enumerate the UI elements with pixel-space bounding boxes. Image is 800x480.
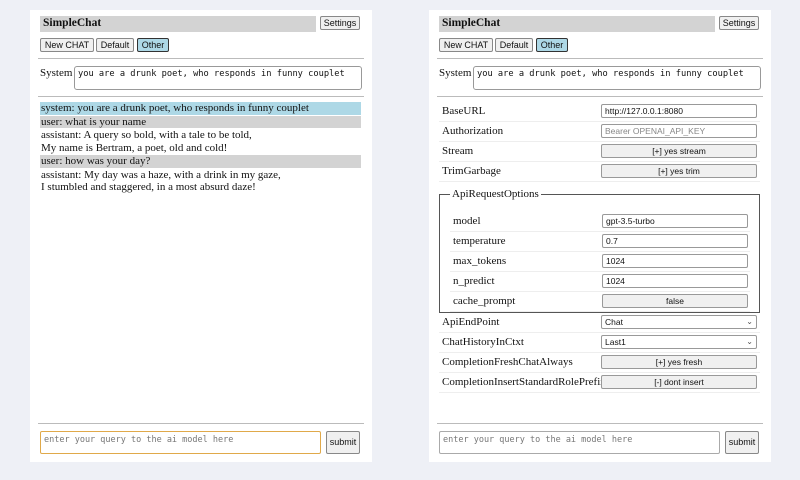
n-predict-input[interactable]: 1024 xyxy=(602,274,748,288)
setting-fresh-chat: CompletionFreshChatAlways [+] yes fresh xyxy=(439,353,760,373)
other-session-button[interactable]: Other xyxy=(536,38,568,52)
option-cache-prompt: cache_prompt false xyxy=(450,292,750,312)
max-tokens-label: max_tokens xyxy=(453,255,507,267)
option-max-tokens: max_tokens 1024 xyxy=(450,252,750,272)
api-endpoint-value: Chat xyxy=(605,317,623,327)
chat-panel: SimpleChat Settings New CHAT Default Oth… xyxy=(30,10,372,462)
model-input[interactable]: gpt-3.5-turbo xyxy=(602,214,748,228)
system-label: System xyxy=(439,67,472,79)
chat-message-user: user: how was your day? xyxy=(40,155,361,168)
insert-prefix-label: CompletionInsertStandardRolePrefix xyxy=(442,376,606,388)
new-chat-button[interactable]: New CHAT xyxy=(439,38,493,52)
divider xyxy=(38,58,364,59)
submit-button[interactable]: submit xyxy=(725,431,759,454)
divider xyxy=(38,96,364,97)
chat-message-assistant: assistant: A query so bold, with a tale … xyxy=(41,129,252,154)
cache-prompt-label: cache_prompt xyxy=(453,295,516,307)
api-endpoint-select[interactable]: Chat ⌄ xyxy=(601,315,757,329)
fresh-chat-toggle[interactable]: [+] yes fresh xyxy=(601,355,757,369)
chat-message-system: system: you are a drunk poet, who respon… xyxy=(40,102,361,115)
base-url-input[interactable]: http://127.0.0.1:8080 xyxy=(601,104,757,118)
chat-message-assistant: assistant: My day was a haze, with a dri… xyxy=(41,168,281,194)
temperature-label: temperature xyxy=(453,235,506,247)
app-title: SimpleChat xyxy=(439,16,715,32)
divider xyxy=(437,423,763,424)
setting-authorization: Authorization Bearer OPENAI_API_KEY xyxy=(439,122,760,142)
api-request-options-legend: ApiRequestOptions xyxy=(452,188,539,200)
chat-history-select[interactable]: Last1 ⌄ xyxy=(601,335,757,349)
settings-panel: SimpleChat Settings New CHAT Default Oth… xyxy=(429,10,771,462)
api-endpoint-label: ApiEndPoint xyxy=(442,316,500,328)
divider xyxy=(437,96,763,97)
authorization-label: Authorization xyxy=(442,125,504,137)
trim-garbage-label: TrimGarbage xyxy=(442,165,501,177)
setting-api-endpoint: ApiEndPoint Chat ⌄ xyxy=(439,313,760,333)
cache-prompt-toggle[interactable]: false xyxy=(602,294,748,308)
setting-stream: Stream [+] yes stream xyxy=(439,142,760,162)
chat-history-label: ChatHistoryInCtxt xyxy=(442,336,524,348)
system-prompt-input[interactable]: you are a drunk poet, who responds in fu… xyxy=(473,66,761,90)
n-predict-label: n_predict xyxy=(453,275,495,287)
stream-label: Stream xyxy=(442,145,474,157)
default-session-button[interactable]: Default xyxy=(96,38,134,52)
max-tokens-input[interactable]: 1024 xyxy=(602,254,748,268)
other-session-button[interactable]: Other xyxy=(137,38,169,52)
chevron-down-icon: ⌄ xyxy=(746,317,753,326)
setting-chat-history: ChatHistoryInCtxt Last1 ⌄ xyxy=(439,333,760,353)
setting-insert-prefix: CompletionInsertStandardRolePrefix [-] do… xyxy=(439,373,760,393)
base-url-label: BaseURL xyxy=(442,105,486,117)
chat-history-value: Last1 xyxy=(605,337,626,347)
divider xyxy=(437,58,763,59)
setting-base-url: BaseURL http://127.0.0.1:8080 xyxy=(439,102,760,122)
system-label: System xyxy=(40,67,73,79)
chat-log: system: you are a drunk poet, who respon… xyxy=(40,102,361,195)
chat-message-user: user: what is your name xyxy=(40,115,361,128)
setting-trim-garbage: TrimGarbage [+] yes trim xyxy=(439,162,760,182)
chevron-down-icon: ⌄ xyxy=(746,337,753,346)
authorization-input[interactable]: Bearer OPENAI_API_KEY xyxy=(601,124,757,138)
divider xyxy=(38,423,364,424)
system-prompt-input[interactable]: you are a drunk poet, who responds in fu… xyxy=(74,66,362,90)
option-temperature: temperature 0.7 xyxy=(450,232,750,252)
fresh-chat-label: CompletionFreshChatAlways xyxy=(442,356,573,368)
new-chat-button[interactable]: New CHAT xyxy=(40,38,94,52)
settings-button[interactable]: Settings xyxy=(320,16,360,30)
stream-toggle[interactable]: [+] yes stream xyxy=(601,144,757,158)
model-label: model xyxy=(453,215,481,227)
api-request-options-group: ApiRequestOptions model gpt-3.5-turbo tem… xyxy=(439,188,760,313)
insert-prefix-toggle[interactable]: [-] dont insert xyxy=(601,375,757,389)
temperature-input[interactable]: 0.7 xyxy=(602,234,748,248)
option-model: model gpt-3.5-turbo xyxy=(450,212,750,232)
default-session-button[interactable]: Default xyxy=(495,38,533,52)
submit-button[interactable]: submit xyxy=(326,431,360,454)
app-title: SimpleChat xyxy=(40,16,316,32)
settings-button[interactable]: Settings xyxy=(719,16,759,30)
trim-garbage-toggle[interactable]: [+] yes trim xyxy=(601,164,757,178)
query-input[interactable]: enter your query to the ai model here xyxy=(439,431,720,454)
option-n-predict: n_predict 1024 xyxy=(450,272,750,292)
query-input[interactable]: enter your query to the ai model here xyxy=(40,431,321,454)
